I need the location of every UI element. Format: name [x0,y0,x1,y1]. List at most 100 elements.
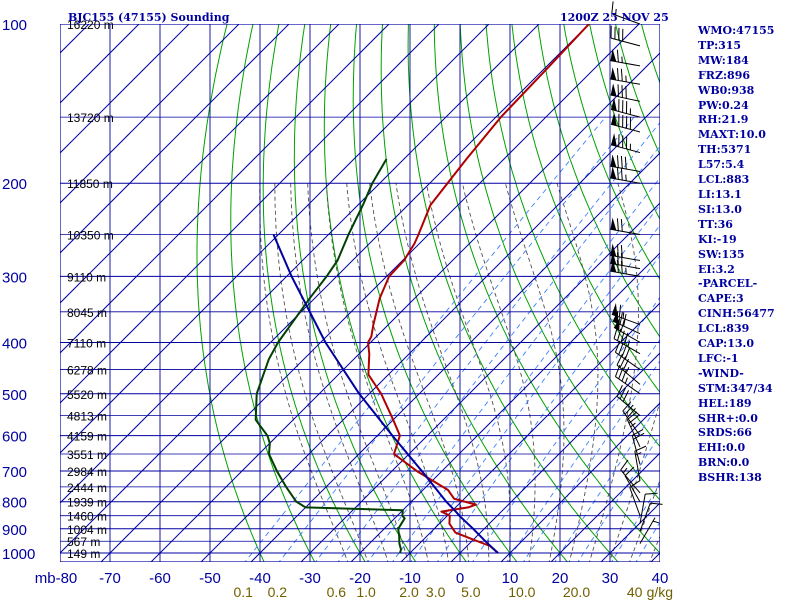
height-label: 11850 m [67,177,113,191]
moist-adiabat [588,183,639,562]
index-row: WB0:938 [698,83,755,97]
index-row: BSHR:138 [698,471,762,485]
wind-barb [634,445,647,481]
moist-adiabat [504,183,565,562]
height-label: 13720 m [67,111,114,125]
index-row: HEL:189 [698,396,752,410]
pressure-tick-label: 300 [2,269,27,286]
index-row: MW:184 [698,53,749,67]
index-row: SHR+:0.0 [698,411,758,425]
moist-adiabat [629,478,660,562]
dry-adiabat [262,24,366,562]
wind-barb [613,326,641,355]
pressure-tick-label: 100 [2,17,27,34]
wind-barb [639,492,658,524]
index-row: SRDS:66 [698,426,752,440]
wind-barb [622,401,641,436]
index-row: KI:-19 [698,232,737,246]
dry-adiabat [352,24,518,562]
index-row: LCL:883 [698,173,750,187]
isotherm [200,102,660,562]
mixing-ratio-label: 0.6 [327,584,347,600]
height-label: 1460 m [67,510,107,524]
height-label: 7110 m [67,336,106,350]
index-row: WMO:47155 [698,24,775,37]
sounding-curves [254,24,590,554]
chart-title-left: BJC155 (47155) Sounding [68,11,230,24]
isotherm [350,252,660,562]
moist-adiabat [395,183,490,562]
wind-barb [610,67,641,85]
background-grid [60,24,660,562]
dry-adiabat [459,24,660,501]
dry-adiabat [537,24,660,338]
index-row: SI:13.0 [698,202,742,216]
isotherm [300,202,660,562]
wind-barb [610,133,641,154]
pressure-tick-label: 400 [2,335,27,352]
mixing-ratio-label: 5.0 [461,584,481,600]
mixing-ratio-label: 1.0 [356,584,376,600]
wind-barb [620,459,641,494]
height-label: 1004 m [67,523,107,537]
index-row: TH:5371 [698,143,752,157]
isotherm [100,24,640,562]
isotherm [60,24,340,304]
wind-barb [610,259,641,277]
temperature-tick-label: mb-80 [35,570,78,587]
isotherm [60,24,590,554]
mixing-ratio-label: 0.1 [233,584,253,600]
wind-barbs [610,1,663,544]
dry-adiabat [407,24,619,562]
moist-adiabat [274,183,369,562]
temperature-tick-label: -50 [199,570,221,587]
pressure-tick-label: 200 [2,176,27,193]
height-label: 149 m [67,547,100,561]
wind-barb [610,83,641,102]
height-label: 10350 m [67,229,114,243]
temperature-tick-label: -30 [299,570,321,587]
isotherm [60,24,540,504]
isotherm [500,402,660,562]
temperature-tick-label: 0 [456,570,464,587]
index-row: EI:3.2 [698,262,735,276]
wind-barb [611,1,641,25]
isotherm [60,24,290,254]
temperature-tick-label: -70 [99,570,121,587]
mixing-ratio-label: 2.0 [399,584,419,600]
isotherm [150,52,660,562]
wind-barb [629,480,641,516]
index-row: LFC:-1 [698,351,739,365]
isotherm [60,24,490,454]
wind-barb [610,217,641,236]
wind-barb [610,112,641,133]
dry-adiabat [485,24,660,448]
mixing-ratio-unit: g/kg [647,584,673,600]
wind-barb [631,428,645,465]
index-row: CINH:56477 [698,307,775,321]
moist-adiabat [307,183,409,562]
mixing-ratio-label: 20.0 [563,584,590,600]
index-row: EHI:0.0 [698,441,746,455]
isotherm [60,24,390,354]
height-label: 3551 m [67,448,107,462]
height-label: 16220 m [67,18,114,32]
temperature-tick-label: -60 [149,570,171,587]
wind-barb [639,517,660,544]
index-row: TP:315 [698,38,742,52]
temperature-tick-label: -20 [349,570,371,587]
wind-barb [626,411,641,448]
isotherm [450,352,660,562]
isotherm [60,24,190,154]
height-label: 567 m [67,535,100,549]
isotherm [250,152,660,562]
pressure-tick-label: 900 [2,522,27,539]
wind-barb [639,502,663,532]
series-dewpoint [254,158,406,554]
pressure-tick-label: 800 [2,495,27,512]
height-label: 9110 m [67,270,106,284]
chart-title-right: 1200Z 25 NOV 25 [560,11,669,24]
height-label: 4813 m [67,410,107,424]
